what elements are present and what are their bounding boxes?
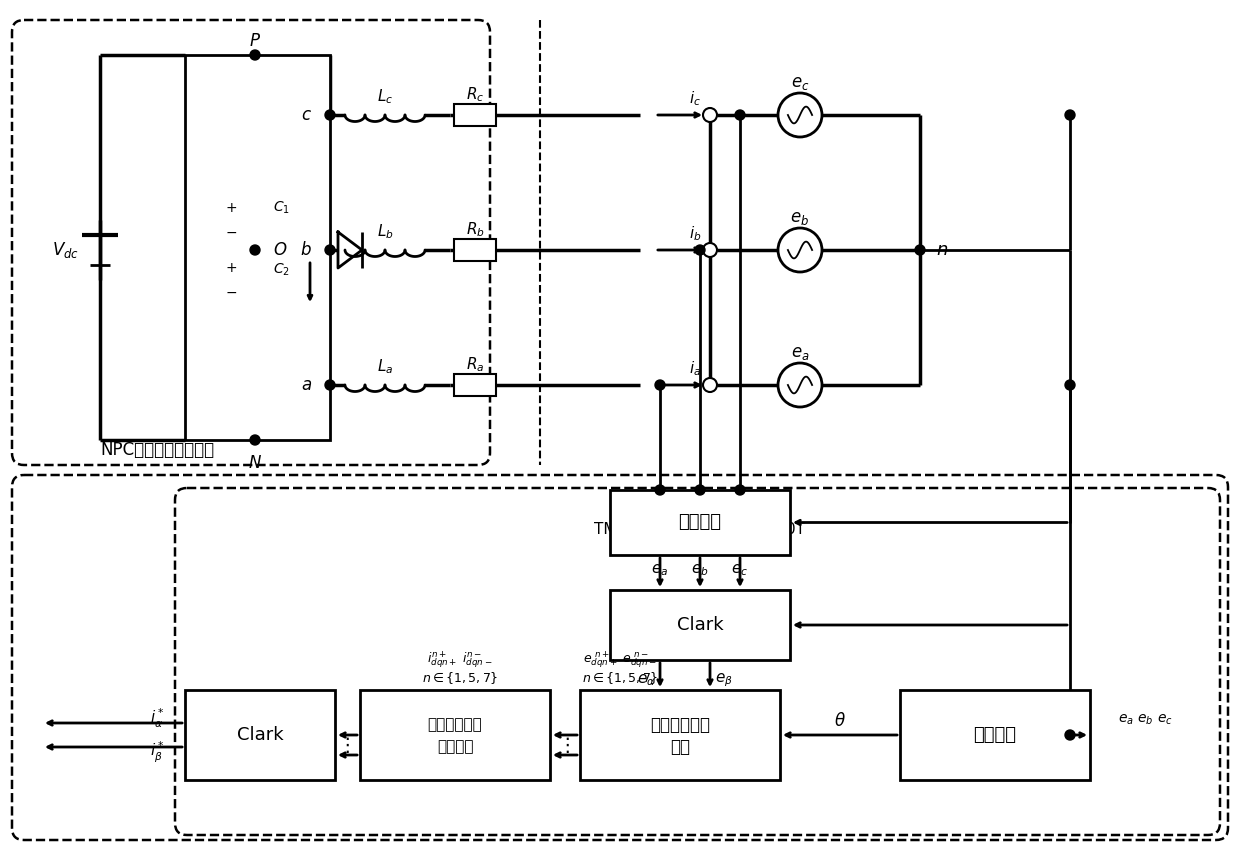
Text: $C_1$: $C_1$ (273, 200, 290, 216)
Text: 数字计算处理模块: 数字计算处理模块 (653, 497, 746, 517)
Circle shape (694, 245, 706, 255)
Text: NPC三相三电平逆变器: NPC三相三电平逆变器 (100, 441, 215, 459)
Text: $e_c$: $e_c$ (791, 74, 810, 92)
Text: $O$: $O$ (273, 241, 288, 259)
Text: $R_c$: $R_c$ (466, 86, 484, 105)
Bar (185, 690, 335, 780)
Text: 锁相单元: 锁相单元 (973, 726, 1017, 744)
Text: $e_c$: $e_c$ (732, 562, 749, 578)
Text: TMS320F28335+EPM1270T: TMS320F28335+EPM1270T (594, 523, 806, 537)
Text: $a$: $a$ (301, 376, 312, 394)
Circle shape (250, 50, 260, 60)
Text: $N$: $N$ (248, 454, 262, 472)
Text: Clark: Clark (237, 726, 283, 744)
Bar (580, 690, 780, 780)
Text: $R_a$: $R_a$ (466, 355, 484, 374)
Circle shape (1065, 110, 1075, 120)
Circle shape (735, 110, 745, 120)
Text: $e_{\alpha}$: $e_{\alpha}$ (637, 672, 655, 688)
Text: $L_a$: $L_a$ (377, 358, 393, 377)
Text: $i^{n+}_{dqn+}\ i^{n-}_{dqn-}$: $i^{n+}_{dqn+}\ i^{n-}_{dqn-}$ (428, 649, 492, 671)
Text: $e_a\ e_b\ e_c$: $e_a\ e_b\ e_c$ (1117, 713, 1172, 728)
Text: $L_c$: $L_c$ (377, 88, 393, 106)
Text: $e_a$: $e_a$ (651, 562, 668, 578)
Text: $e_b$: $e_b$ (790, 209, 810, 227)
Text: $b$: $b$ (300, 241, 312, 259)
Text: $e_{\beta}$: $e_{\beta}$ (715, 672, 733, 688)
Circle shape (250, 435, 260, 445)
Text: $-$: $-$ (224, 225, 237, 239)
Text: 谐波分量提取: 谐波分量提取 (650, 716, 711, 734)
Circle shape (655, 380, 665, 390)
Text: 电流参考指令: 电流参考指令 (428, 717, 482, 733)
Text: $i^*_{\alpha}$: $i^*_{\alpha}$ (150, 706, 165, 729)
Circle shape (1065, 730, 1075, 740)
Bar (185, 55, 330, 440)
Text: $e^{\ n+}_{dqn+}\ e^{\ n-}_{dqn-}$: $e^{\ n+}_{dqn+}\ e^{\ n-}_{dqn-}$ (583, 649, 657, 671)
Text: $\vdots$: $\vdots$ (337, 735, 350, 755)
Bar (610, 590, 790, 660)
Text: $\vdots$: $\vdots$ (557, 735, 570, 755)
Text: $i^*_{\beta}$: $i^*_{\beta}$ (150, 740, 165, 764)
Bar (454, 239, 496, 261)
Text: $V_{dc}$: $V_{dc}$ (52, 240, 78, 260)
Text: $i_b$: $i_b$ (688, 224, 702, 243)
Text: $L_b$: $L_b$ (377, 223, 393, 241)
Polygon shape (339, 232, 362, 268)
Circle shape (694, 485, 706, 495)
Circle shape (777, 228, 822, 272)
Circle shape (703, 243, 717, 257)
Text: $C_2$: $C_2$ (273, 262, 290, 278)
Circle shape (777, 93, 822, 137)
Text: $c$: $c$ (301, 106, 312, 124)
Text: 计算单元: 计算单元 (436, 740, 474, 755)
Bar (454, 104, 496, 126)
Text: Clark: Clark (677, 616, 723, 634)
Text: $i_a$: $i_a$ (689, 360, 701, 378)
Bar (610, 490, 790, 555)
Circle shape (915, 245, 925, 255)
Text: $P$: $P$ (249, 32, 260, 50)
Circle shape (703, 378, 717, 392)
Text: 单元: 单元 (670, 738, 689, 756)
Bar (454, 374, 496, 396)
Text: $+$: $+$ (224, 261, 237, 275)
Circle shape (325, 245, 335, 255)
Text: 采样单元: 采样单元 (678, 513, 722, 531)
Circle shape (655, 485, 665, 495)
Text: $n\in\{1,5,7\}$: $n\in\{1,5,7\}$ (422, 670, 498, 686)
Circle shape (325, 110, 335, 120)
Circle shape (1065, 380, 1075, 390)
Circle shape (703, 108, 717, 122)
Text: $R_b$: $R_b$ (465, 221, 485, 240)
Circle shape (250, 245, 260, 255)
Text: $n$: $n$ (936, 241, 949, 259)
Bar (900, 690, 1090, 780)
Text: $n\in\{1,5,7\}$: $n\in\{1,5,7\}$ (582, 670, 658, 686)
Text: $\theta$: $\theta$ (835, 712, 846, 730)
Text: $e_a$: $e_a$ (791, 344, 810, 362)
Circle shape (735, 485, 745, 495)
Text: $i_c$: $i_c$ (689, 89, 701, 108)
Text: $+$: $+$ (224, 201, 237, 215)
Bar (360, 690, 551, 780)
Circle shape (777, 363, 822, 407)
Text: $-$: $-$ (224, 285, 237, 299)
Text: $e_b$: $e_b$ (691, 562, 709, 578)
Circle shape (325, 380, 335, 390)
